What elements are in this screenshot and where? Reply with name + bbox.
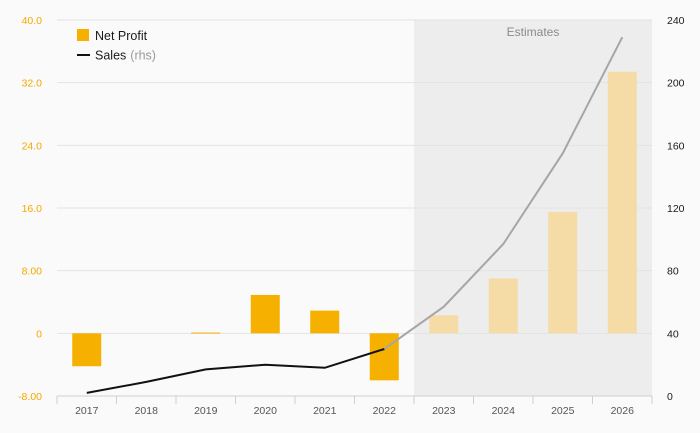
y-right-tick-label-4: 160 — [667, 140, 685, 152]
bar-net-profit-2021 — [310, 310, 340, 334]
bar-net-profit-2025 — [548, 211, 578, 334]
estimates-label: Estimates — [507, 25, 560, 39]
legend-label-sales-suffix: (rhs) — [130, 49, 156, 63]
y-right-tick-label-0: 0 — [667, 391, 673, 403]
legend-swatch-net-profit — [77, 29, 89, 41]
bar-net-profit-2026 — [607, 71, 637, 334]
y-right-tick-label-6: 240 — [667, 15, 685, 27]
x-tick-label-2020: 2020 — [254, 405, 278, 417]
sales-line — [86, 36, 624, 394]
y-left-tick-label-2: 8.00 — [22, 266, 43, 278]
y-left-tick-label-3: 16.0 — [22, 203, 43, 215]
legend-label-sales: Sales (rhs) — [95, 49, 156, 63]
sales-line-actual — [86, 348, 385, 394]
legend-label-sales-name: Sales — [95, 49, 126, 63]
x-tick-label-2019: 2019 — [194, 405, 218, 417]
y-left-tick-label-0: -8.00 — [18, 391, 42, 403]
bar-net-profit-2019 — [191, 332, 221, 334]
x-tick-label-2023: 2023 — [432, 405, 456, 417]
legend-label-net-profit: Net Profit — [95, 29, 148, 43]
axes: 2017 2018 2019 2020 2021 2022 2023 2024 2025 2026… — [18, 15, 685, 417]
bar-net-profit-2022 — [369, 333, 399, 381]
x-tick-label-2024: 2024 — [492, 405, 516, 417]
legend: Net Profit Sales (rhs) — [77, 29, 156, 63]
y-right-tick-label-1: 40 — [667, 328, 679, 340]
y-left-tick-label-1: 0 — [36, 328, 42, 340]
y-right-tick-label-5: 200 — [667, 78, 685, 90]
x-tick-label-2022: 2022 — [373, 405, 397, 417]
bar-net-profit-2023 — [429, 315, 459, 334]
y-right-tick-label-3: 120 — [667, 203, 685, 215]
net-profit-bars — [72, 71, 637, 381]
x-tick-label-2026: 2026 — [611, 405, 635, 417]
x-tick-label-2017: 2017 — [75, 405, 99, 417]
bar-net-profit-2024 — [488, 278, 518, 334]
x-tick-label-2021: 2021 — [313, 405, 337, 417]
bar-net-profit-2020 — [250, 294, 280, 334]
sales-line-estimates — [383, 36, 624, 350]
x-tick-label-2018: 2018 — [135, 405, 159, 417]
x-tick-label-2025: 2025 — [551, 405, 575, 417]
y-left-tick-label-5: 32.0 — [22, 78, 43, 90]
y-right-tick-label-2: 80 — [667, 266, 679, 278]
bar-net-profit-2017 — [72, 333, 102, 367]
y-left-tick-label-4: 24.0 — [22, 140, 43, 152]
y-left-tick-label-6: 40.0 — [22, 15, 43, 27]
